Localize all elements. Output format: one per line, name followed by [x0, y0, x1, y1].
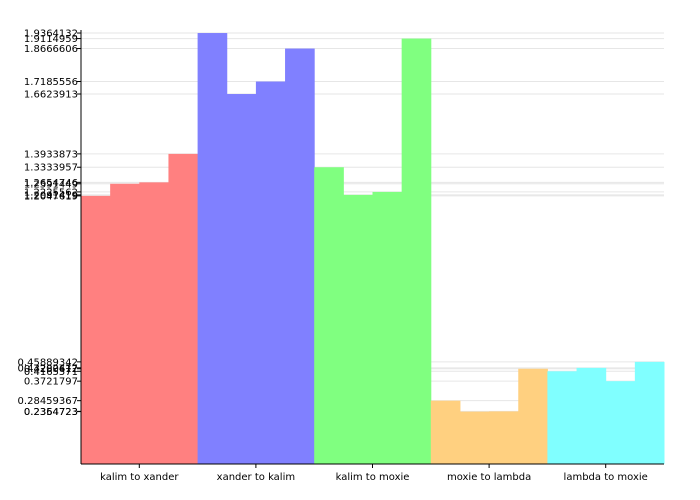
x-tick-label: kalim to moxie	[336, 472, 410, 483]
y-tick-label: 1.2591449	[24, 179, 78, 190]
y-tick-label: 1.2654746	[24, 178, 78, 189]
y-tick-label: 0.4280612	[24, 364, 78, 375]
y-tick-label: 1.2225562	[24, 187, 78, 198]
bar	[226, 94, 257, 464]
bar	[168, 153, 199, 464]
x-tick-label: lambda to moxie	[564, 472, 648, 483]
bar	[430, 400, 461, 464]
bar	[634, 361, 665, 464]
y-tick-label: 1.2047619	[24, 191, 78, 202]
y-tick-label: 1.9114959	[24, 34, 78, 45]
y-tick-label: 0.28459367	[18, 396, 78, 407]
bar	[459, 411, 490, 464]
x-tick-labels: kalim to xander xander to kalim kalim to m…	[100, 464, 648, 483]
bar	[372, 191, 403, 464]
bar	[489, 411, 519, 464]
y-tick-label: 1.6623913	[24, 90, 78, 101]
bar	[314, 167, 344, 464]
bar	[576, 367, 607, 464]
bar	[605, 381, 636, 464]
y-tick-label: 1.3333957	[24, 163, 78, 174]
x-tick-label: kalim to xander	[100, 472, 179, 483]
x-tick-label: xander to kalim	[217, 472, 295, 483]
y-tick-label: 0.4165571	[24, 367, 78, 378]
bars	[81, 33, 665, 465]
bar	[343, 194, 373, 464]
bar	[518, 368, 548, 464]
bar	[139, 182, 169, 465]
y-tick-label: 0.45889342	[18, 357, 78, 368]
y-tick-label: 0.2364723	[24, 407, 78, 418]
y-tick-label: 0.43202477	[18, 363, 78, 374]
y-tick-label: 1.9364132	[24, 29, 78, 40]
y-tick-label: 1.7185556	[24, 77, 78, 88]
bar	[197, 33, 228, 465]
x-tick-label: moxie to lambda	[447, 472, 531, 483]
bar	[255, 81, 286, 464]
y-tick-label: 0.3721797	[24, 377, 78, 388]
y-tick-label: 1.3933873	[24, 149, 78, 160]
y-tick-label: 0.2354723	[24, 407, 78, 418]
y-tick-label: 1.8666606	[24, 44, 78, 55]
bar	[285, 48, 315, 464]
y-tick-label: 1.2091419	[24, 190, 78, 201]
bar	[547, 371, 578, 464]
bar	[401, 38, 432, 464]
bar	[110, 183, 140, 464]
bar	[81, 195, 111, 464]
